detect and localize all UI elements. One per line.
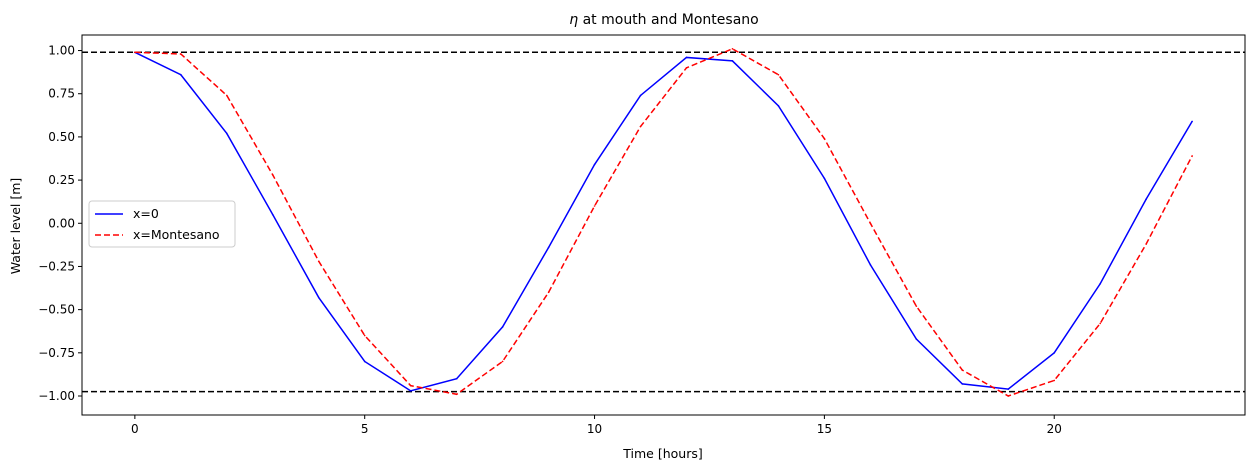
series-2-point bbox=[271, 174, 274, 176]
x-tick-label: 5 bbox=[361, 422, 369, 436]
series-1-point bbox=[915, 338, 918, 340]
series-1-point bbox=[409, 390, 412, 392]
title-symbol: η bbox=[569, 12, 578, 28]
series-1-point bbox=[777, 105, 780, 107]
plot-frame bbox=[81, 34, 1246, 416]
series-2-point bbox=[639, 125, 642, 128]
y-axis-label: Water level [m] bbox=[8, 178, 23, 275]
x-tick-label: 10 bbox=[587, 422, 602, 436]
series-2-point bbox=[593, 205, 596, 207]
x-tick-label: 20 bbox=[1047, 422, 1062, 436]
x-tick-label: 15 bbox=[817, 422, 832, 436]
y-axis: 1.00 0.75 0.50 0.25 0.00 −0.25 −0.50 −0.75 −1.00 bbox=[38, 44, 82, 403]
series-2-point bbox=[1053, 379, 1056, 382]
legend-box bbox=[88, 200, 236, 248]
series-2-point bbox=[501, 360, 504, 363]
series-2-point bbox=[1099, 322, 1101, 325]
series-2-point bbox=[823, 137, 826, 140]
series-1-point bbox=[363, 360, 366, 363]
x-axis: 0 5 10 15 20 bbox=[131, 415, 1062, 436]
legend-label-2: x=Montesano bbox=[133, 227, 220, 242]
series-2-point bbox=[961, 369, 964, 371]
y-tick-label: −0.50 bbox=[38, 303, 75, 317]
series-1-point bbox=[1099, 282, 1101, 285]
series-1-point bbox=[1053, 352, 1056, 354]
series-1-point bbox=[226, 132, 228, 135]
series-1-point bbox=[455, 377, 458, 380]
series-1-point bbox=[1007, 388, 1010, 390]
series-2-point bbox=[226, 94, 228, 97]
series-1-point bbox=[317, 296, 320, 299]
y-tick-label: 0.50 bbox=[48, 130, 75, 144]
series-1-point bbox=[547, 246, 550, 249]
series-2-point bbox=[409, 384, 412, 387]
title-rest: at mouth and Montesano bbox=[578, 12, 759, 28]
x-axis-label: Time [hours] bbox=[622, 446, 702, 461]
series-2-point bbox=[547, 291, 550, 294]
series-1-point bbox=[271, 213, 274, 216]
series-2-point bbox=[134, 51, 136, 54]
series-1-point bbox=[1191, 120, 1193, 123]
series-1-point bbox=[501, 326, 504, 328]
series-2-point bbox=[1191, 155, 1193, 157]
series-2-point bbox=[1145, 243, 1147, 245]
series-line-1 bbox=[134, 51, 1193, 392]
y-tick-label: −1.00 bbox=[38, 389, 75, 403]
chart-title: η at mouth and Montesano bbox=[569, 12, 758, 28]
series-1-point bbox=[869, 263, 872, 266]
y-tick-label: 1.00 bbox=[48, 44, 75, 58]
series-1-point bbox=[639, 94, 642, 97]
y-tick-label: 0.00 bbox=[48, 216, 75, 230]
series-2-point bbox=[777, 73, 780, 76]
series-2-point bbox=[731, 48, 734, 50]
series-2-point bbox=[1007, 395, 1010, 397]
series-2-point bbox=[685, 67, 688, 69]
series-line-2 bbox=[134, 47, 1193, 397]
series-2-point bbox=[915, 305, 918, 307]
legend: x=0 x=Montesano bbox=[88, 200, 236, 248]
plot-content bbox=[82, 47, 1245, 397]
series-1-point bbox=[823, 177, 826, 180]
series-1-point bbox=[731, 60, 734, 62]
series-1-point bbox=[961, 383, 964, 385]
series-1-point bbox=[685, 56, 688, 59]
y-tick-label: −0.25 bbox=[38, 259, 75, 273]
series-2-point bbox=[180, 53, 182, 55]
series-1-point bbox=[593, 163, 596, 166]
y-tick-label: 0.75 bbox=[48, 87, 75, 101]
series-2-point bbox=[869, 222, 872, 225]
series-2-point bbox=[317, 260, 320, 263]
x-tick-label: 0 bbox=[131, 422, 139, 436]
y-tick-label: 0.25 bbox=[48, 173, 75, 187]
legend-label-1: x=0 bbox=[133, 206, 159, 221]
y-tick-label: −0.75 bbox=[38, 346, 75, 360]
series-1-point bbox=[1145, 198, 1147, 200]
series-1-point bbox=[180, 73, 182, 76]
series-2-point bbox=[455, 393, 458, 396]
series-2-point bbox=[363, 334, 366, 337]
